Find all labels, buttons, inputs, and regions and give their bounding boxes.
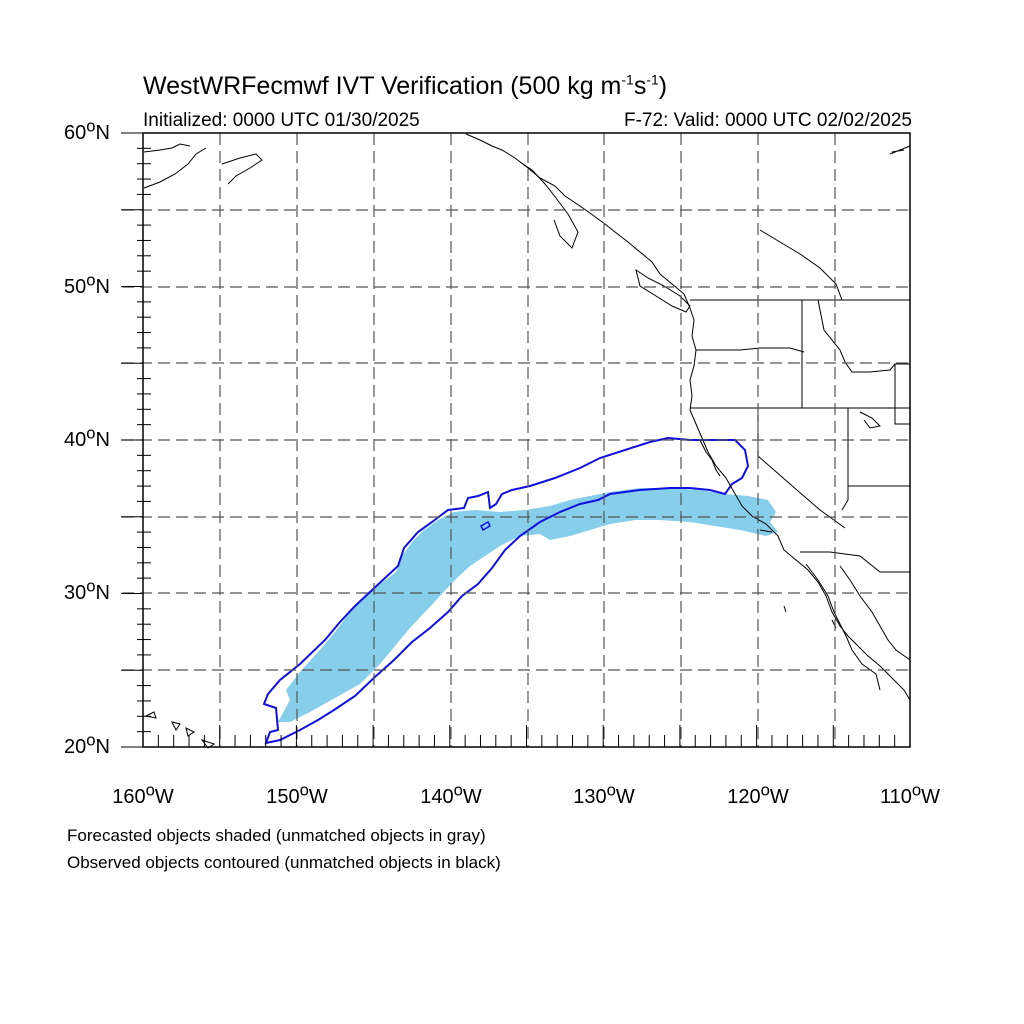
lon-label-120w: 120oW [727,780,789,808]
init-time: Initialized: 0000 UTC 01/30/2025 [143,110,420,131]
lat-label-50: 50oN [64,270,110,298]
lon-label-110w: 110oW [879,780,941,808]
lat-label-40: 40oN [64,423,110,451]
observed-object-contour [262,436,750,745]
lon-label-130w: 130oW [573,780,635,808]
observed-object-small-contour [480,520,491,532]
chart-title: WestWRFecmwf IVT Verification (500 kg m-… [143,71,668,100]
lat-label-30: 30oN [64,576,110,604]
axis-ticks [121,132,911,748]
valid-time: F-72: Valid: 0000 UTC 02/02/2025 [624,110,912,131]
coastlines [143,133,911,749]
lat-label-60: 60oN [64,116,110,144]
lon-label-150w: 150oW [266,780,328,808]
lon-label-140w: 140oW [420,780,482,808]
footnote-forecast: Forecasted objects shaded (unmatched obj… [67,826,486,845]
lon-label-160w: 160oW [112,780,174,808]
footnote-observed: Observed objects contoured (unmatched ob… [67,853,501,872]
lat-label-20: 20oN [64,730,110,758]
lat-lon-grid [122,133,910,747]
